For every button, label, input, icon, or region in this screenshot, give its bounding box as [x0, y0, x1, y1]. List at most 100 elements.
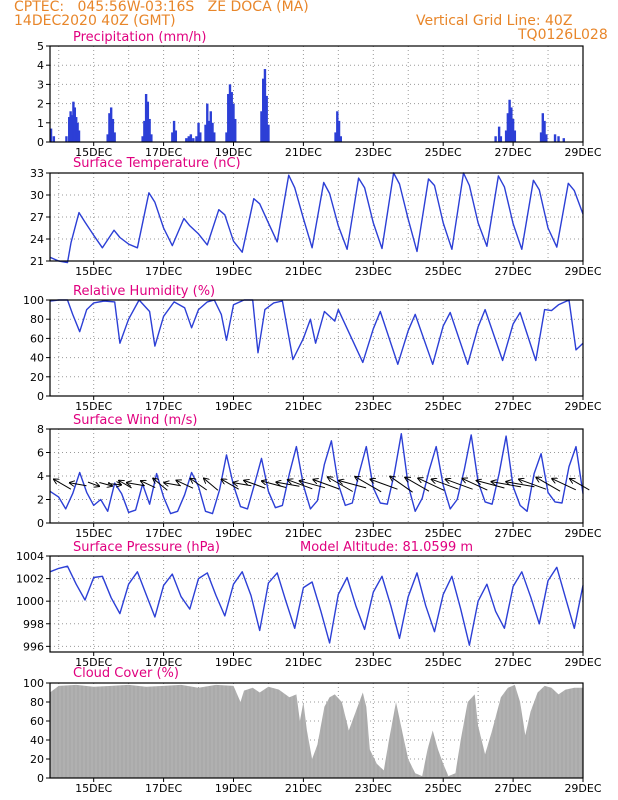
temp-panel: 21 24 27 30 33 15DEC 17DEC 19DEC 21DEC 23DEC 25DEC…: [30, 156, 602, 278]
rh-ytick-label: 100: [23, 294, 44, 307]
precip-ytick-label: 4: [37, 59, 44, 72]
precip-bar: [72, 101, 75, 142]
cloud-ytick-label: 0: [37, 772, 44, 785]
wind-vector: [370, 479, 398, 490]
wind-xtick-label: 25DEC: [425, 527, 462, 540]
rh-xtick-label: 29DEC: [564, 400, 601, 413]
precip-bar: [562, 138, 565, 142]
cloud-xtick-label: 29DEC: [564, 782, 601, 795]
cloud-xtick-label: 21DEC: [285, 782, 322, 795]
precip-bar: [225, 132, 228, 142]
wind-vector: [54, 479, 72, 490]
press-xtick-label: 15DEC: [75, 656, 112, 669]
precip-bar: [260, 111, 263, 142]
cloud-xtick-label: 15DEC: [75, 782, 112, 795]
precip-bar: [185, 138, 188, 142]
precip-bar: [199, 132, 202, 142]
precip-bar: [207, 120, 211, 142]
temp-xtick-label: 27DEC: [495, 265, 532, 278]
temp-ytick-label: 33: [30, 167, 44, 180]
precip-bar: [206, 103, 209, 142]
precip-xtick-label: 29DEC: [564, 146, 601, 159]
header-init-time: 14DEC2020 40Z (GMT): [14, 13, 176, 29]
precip-bar: [211, 122, 214, 142]
wind-panel: 0 2 4 6 8 15DEC 17DEC 19DEC 21DEC 23DEC 25DEC 27DEC…: [37, 413, 602, 540]
wind-vector: [233, 483, 252, 486]
precip-bar: [197, 122, 200, 142]
precip-ytick-label: 3: [37, 78, 44, 91]
cloud-ytick-label: 40: [30, 734, 44, 747]
precip-bar: [209, 111, 212, 142]
temp-xtick-label: 17DEC: [145, 265, 182, 278]
precip-bar: [109, 107, 113, 142]
rh-ytick-label: 20: [30, 371, 44, 384]
wind-ytick-label: 6: [37, 447, 44, 460]
precip-xtick-label: 15DEC: [75, 146, 112, 159]
rh-ytick-label: 60: [30, 332, 44, 345]
cloud-xtick-label: 27DEC: [495, 782, 532, 795]
precip-bar: [144, 94, 148, 142]
wind-ytick-label: 8: [37, 423, 44, 436]
precip-bar: [76, 122, 79, 142]
rh-series-line: [49, 299, 584, 365]
precip-bar: [192, 138, 195, 142]
rh-ytick-label: 40: [30, 352, 44, 365]
wind-vector: [355, 477, 382, 493]
precip-ytick-label: 2: [37, 98, 44, 111]
wind-series-line: [49, 433, 584, 515]
wind-vector: [107, 484, 122, 485]
wind-vector: [390, 476, 413, 493]
press-ytick-label: 1002: [16, 573, 44, 586]
rh-panel: 0 20 40 60 80 100 15DEC 17DEC 19DEC 21DEC 23DEC 25D…: [23, 284, 602, 413]
wind-xtick-label: 23DEC: [355, 527, 392, 540]
cloud-xtick-label: 23DEC: [355, 782, 392, 795]
wind-vector: [552, 479, 577, 491]
temp-frame: [49, 172, 584, 262]
precip-bar: [336, 111, 339, 142]
press-series-line: [49, 565, 584, 646]
wind-xtick-label: 19DEC: [215, 527, 252, 540]
wind-vector: [570, 479, 590, 491]
precip-bar: [232, 103, 235, 142]
precip-bar: [541, 113, 545, 142]
precip-xtick-label: 23DEC: [355, 146, 392, 159]
press-xtick-label: 23DEC: [355, 656, 392, 669]
precip-ytick-label: 0: [37, 136, 44, 149]
precip-xtick-label: 25DEC: [425, 146, 462, 159]
wind-ytick-label: 4: [37, 470, 44, 483]
precip-xtick-label: 21DEC: [285, 146, 322, 159]
precip-bar: [339, 136, 342, 142]
precip-bar: [557, 136, 560, 142]
temp-ytick-label: 24: [30, 233, 44, 246]
wind-vector: [445, 479, 473, 490]
precip-bar: [263, 69, 267, 142]
cloud-ytick-label: 60: [30, 715, 44, 728]
wind-xtick-label: 15DEC: [75, 527, 112, 540]
precip-bar: [70, 115, 74, 142]
rh-xtick-label: 15DEC: [75, 400, 112, 413]
cloud-title: Cloud Cover (%): [73, 666, 179, 681]
cloud-xtick-label: 19DEC: [215, 782, 252, 795]
precip-bar: [143, 120, 146, 142]
rh-xtick-label: 17DEC: [145, 400, 182, 413]
precip-bar: [499, 136, 503, 142]
press-xtick-label: 17DEC: [145, 656, 182, 669]
cloud-frame: [49, 682, 584, 779]
precip-bar: [511, 118, 515, 142]
press-panel: 996 998 1000 1002 1004 15DEC 17DEC 19DEC 21DEC 23…: [16, 540, 602, 669]
wind-title: Surface Wind (m/s): [73, 413, 197, 428]
precip-bar: [77, 130, 81, 142]
precip-bar: [267, 124, 270, 142]
model-altitude: Model Altitude: 81.0599 m: [300, 540, 473, 555]
wind-vector: [299, 481, 326, 489]
wind-ytick-label: 0: [37, 517, 44, 530]
precip-bar: [148, 118, 151, 142]
wind-vector: [221, 479, 239, 490]
wind-vector: [99, 483, 112, 487]
precip-bar: [187, 136, 190, 142]
wind-vector: [519, 479, 547, 490]
precip-bar: [337, 120, 341, 142]
precip-bar: [230, 92, 233, 142]
precip-bar: [68, 117, 71, 142]
precip-bar: [510, 107, 513, 142]
